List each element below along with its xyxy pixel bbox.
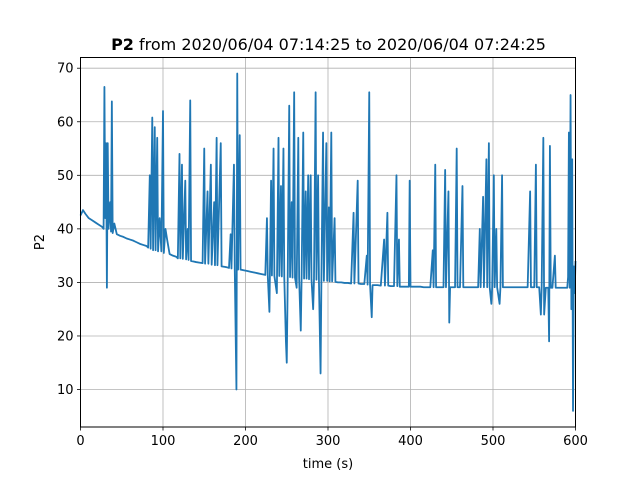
y-tick-label: 30 — [57, 276, 74, 291]
x-tick-label: 600 — [563, 434, 588, 449]
x-tick-label: 200 — [233, 434, 258, 449]
chart-title-range: from 2020/06/04 07:14:25 to 2020/06/04 0… — [134, 35, 546, 54]
series-line — [79, 72, 577, 412]
y-tick-label: 60 — [57, 115, 74, 130]
x-tick-label: 100 — [151, 434, 176, 449]
x-axis-ticks: 0 100 200 300 400 500 600 — [76, 427, 588, 449]
plot-series — [79, 72, 577, 412]
y-axis-ticks: 10 20 30 40 50 60 70 — [57, 62, 81, 398]
chart-title: P2 from 2020/06/04 07:14:25 to 2020/06/0… — [111, 35, 546, 54]
x-axis-label: time (s) — [303, 457, 353, 472]
x-tick-label: 500 — [481, 434, 506, 449]
x-tick-label: 400 — [398, 434, 423, 449]
y-axis-label: P2 — [33, 234, 48, 250]
x-tick-label: 300 — [316, 434, 341, 449]
x-tick-label: 0 — [76, 434, 84, 449]
y-tick-label: 20 — [57, 329, 74, 344]
y-tick-label: 50 — [57, 169, 74, 184]
y-tick-label: 70 — [57, 62, 74, 77]
chart-title-variable: P2 — [111, 35, 134, 54]
y-tick-label: 10 — [57, 383, 74, 398]
y-tick-label: 40 — [57, 222, 74, 237]
